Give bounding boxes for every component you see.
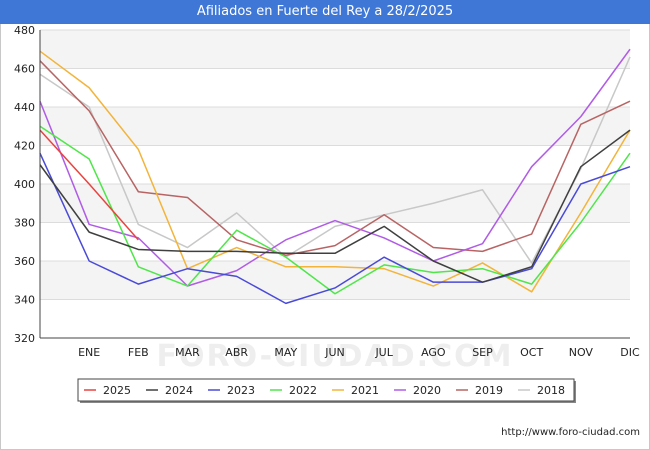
legend-box <box>77 378 575 402</box>
x-tick-label: OCT <box>520 346 543 359</box>
plot-band <box>40 30 630 69</box>
plot-band <box>40 222 630 261</box>
x-tick-label: AGO <box>421 346 446 359</box>
y-tick-label: 380 <box>14 217 35 230</box>
x-tick-label: JUN <box>324 346 345 359</box>
footer-url: http://www.foro-ciudad.com <box>501 427 640 438</box>
series-line-2023 <box>39 152 631 305</box>
x-tick-label: NOV <box>569 346 594 359</box>
series-line-2020 <box>39 48 631 287</box>
y-tick-label: 340 <box>14 294 35 307</box>
legend-label: 2021 <box>351 384 379 397</box>
legend-label: 2023 <box>227 384 255 397</box>
y-tick-label: 460 <box>14 63 35 76</box>
axes <box>39 30 630 339</box>
legend-label: 2022 <box>289 384 317 397</box>
y-tick-label: 360 <box>14 255 35 268</box>
y-tick-label: 440 <box>14 101 35 114</box>
y-tick-label: 320 <box>14 332 35 345</box>
legend: 2025 2024 2023 2022 2021 2020 2019 2018 <box>77 378 576 403</box>
x-tick-label: ENE <box>78 346 100 359</box>
series-line-2022 <box>39 125 631 295</box>
series-line-2021 <box>39 50 631 293</box>
y-tick-labels: 320 340 360 380 400 420 440 460 480 <box>14 24 35 345</box>
x-tick-label: SEP <box>472 346 493 359</box>
series-line-2019 <box>39 60 631 256</box>
legend-label: 2025 <box>103 384 131 397</box>
series-line-2018 <box>39 56 631 264</box>
x-tick-labels: ENE FEB MAR ABR MAY JUN JUL AGO SEP OCT NOV DIC <box>78 346 640 359</box>
x-tick-label: DIC <box>620 346 640 359</box>
x-tick-label: MAR <box>175 346 200 359</box>
watermark: FORO-CIUDAD.COM <box>157 339 514 374</box>
x-tick-label: FEB <box>128 346 149 359</box>
series-lines <box>39 48 631 305</box>
series-line-2025 <box>39 129 139 241</box>
y-tick-label: 400 <box>14 178 35 191</box>
legend-label: 2019 <box>475 384 503 397</box>
y-tick-label: 480 <box>14 24 35 37</box>
legend-label: 2020 <box>413 384 441 397</box>
plot-band <box>40 184 630 223</box>
x-tick-label: ABR <box>225 346 248 359</box>
plot-band <box>40 299 630 338</box>
legend-label: 2018 <box>537 384 565 397</box>
plot-band <box>40 107 630 146</box>
y-tick-label: 420 <box>14 140 35 153</box>
chart-title: Afiliados en Fuerte del Rey a 28/2/2025 <box>0 0 650 24</box>
plot-band <box>40 145 630 184</box>
legend-label: 2024 <box>165 384 193 397</box>
x-tick-label: JUL <box>374 346 393 359</box>
x-tick-label: MAY <box>274 346 297 359</box>
plot-band <box>40 68 630 107</box>
series-line-2024 <box>39 129 631 283</box>
